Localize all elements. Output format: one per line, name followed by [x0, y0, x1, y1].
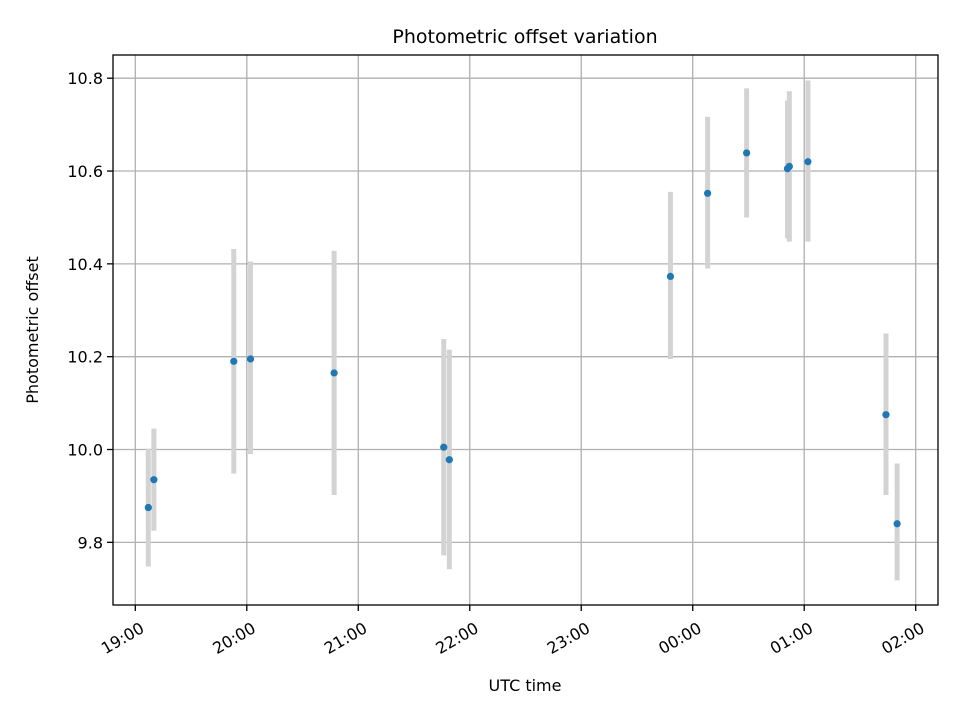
data-point [893, 520, 901, 528]
y-tick-label: 10.4 [67, 255, 103, 274]
data-point [882, 411, 890, 419]
point-layer [144, 149, 901, 528]
data-point [330, 369, 338, 377]
y-tick-label: 10.6 [67, 162, 103, 181]
data-point [144, 503, 152, 512]
y-tick-label: 10.0 [67, 441, 103, 460]
data-point [785, 162, 793, 170]
data-point [440, 443, 448, 451]
data-point [804, 158, 812, 166]
data-point [230, 357, 238, 365]
data-point [743, 149, 751, 157]
y-tick-label: 10.2 [67, 348, 103, 367]
y-axis-label: Photometric offset [23, 256, 42, 404]
data-point [666, 272, 675, 280]
y-axis-ticks: 9.8 10.0 10.2 10.4 10.6 10.8 [67, 69, 113, 552]
y-tick-label: 10.8 [67, 69, 103, 88]
plot-frame [112, 54, 939, 606]
data-point [150, 476, 158, 484]
x-axis-label: UTC time [489, 676, 562, 695]
y-tick-label: 9.8 [78, 533, 103, 552]
data-point [445, 456, 453, 464]
chart-title: Photometric offset variation [392, 26, 657, 48]
data-point [703, 189, 712, 197]
data-point [246, 355, 255, 363]
